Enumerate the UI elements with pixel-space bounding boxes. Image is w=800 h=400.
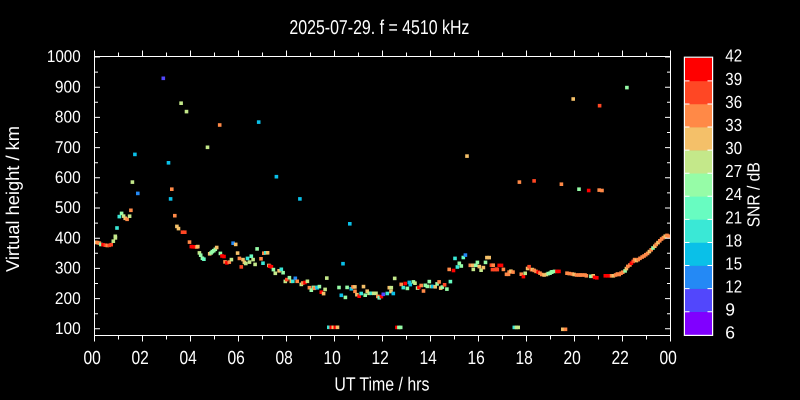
svg-text:400: 400 — [55, 228, 81, 247]
svg-text:500: 500 — [55, 198, 81, 217]
svg-text:30: 30 — [725, 138, 742, 158]
svg-text:24: 24 — [725, 184, 742, 204]
svg-text:Virtual height / km: Virtual height / km — [2, 126, 23, 272]
svg-text:12: 12 — [371, 348, 388, 369]
svg-text:22: 22 — [611, 348, 628, 369]
svg-text:21: 21 — [725, 207, 742, 227]
svg-text:15: 15 — [725, 253, 742, 273]
svg-text:12: 12 — [725, 277, 742, 297]
svg-text:900: 900 — [55, 77, 81, 96]
svg-text:20: 20 — [563, 348, 580, 369]
svg-text:33: 33 — [725, 115, 742, 135]
svg-text:16: 16 — [467, 348, 484, 369]
svg-text:600: 600 — [55, 168, 81, 187]
svg-text:04: 04 — [179, 348, 197, 369]
svg-text:42: 42 — [725, 46, 742, 66]
svg-text:08: 08 — [275, 348, 292, 369]
svg-text:18: 18 — [725, 230, 742, 250]
svg-text:18: 18 — [515, 348, 532, 369]
svg-text:100: 100 — [55, 319, 81, 338]
svg-text:14: 14 — [419, 348, 437, 369]
svg-text:10: 10 — [323, 348, 340, 369]
svg-text:700: 700 — [55, 138, 81, 157]
svg-text:2025-07-29. f = 4510 kHz: 2025-07-29. f = 4510 kHz — [289, 17, 469, 39]
svg-text:27: 27 — [725, 161, 742, 181]
svg-text:UT Time / hrs: UT Time / hrs — [334, 375, 429, 396]
svg-text:200: 200 — [55, 289, 81, 308]
svg-text:6: 6 — [725, 323, 735, 343]
svg-text:1000: 1000 — [47, 47, 81, 66]
svg-text:800: 800 — [55, 108, 81, 127]
svg-text:36: 36 — [725, 92, 742, 112]
svg-text:SNR / dB: SNR / dB — [744, 162, 764, 227]
svg-text:00: 00 — [83, 348, 100, 369]
svg-text:300: 300 — [55, 259, 81, 278]
svg-text:06: 06 — [227, 348, 244, 369]
svg-text:00: 00 — [659, 348, 676, 369]
svg-text:9: 9 — [725, 300, 735, 320]
svg-text:39: 39 — [725, 69, 742, 89]
svg-text:02: 02 — [131, 348, 148, 369]
